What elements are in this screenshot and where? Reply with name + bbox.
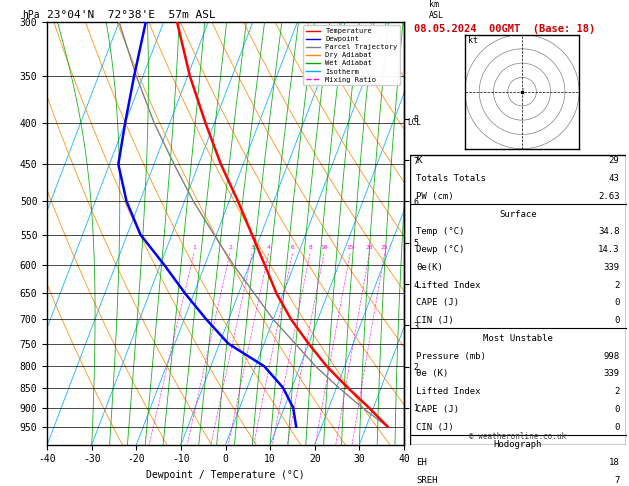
Text: 43: 43 [609,174,620,183]
Text: 998: 998 [603,352,620,361]
Text: Most Unstable: Most Unstable [483,334,553,343]
Text: 0: 0 [614,316,620,325]
X-axis label: Dewpoint / Temperature (°C): Dewpoint / Temperature (°C) [146,470,305,480]
Text: 7: 7 [614,476,620,485]
Text: 339: 339 [603,369,620,379]
Bar [409,155,626,445]
Text: Hodograph: Hodograph [494,440,542,450]
Text: K: K [416,156,421,165]
Text: 6: 6 [291,245,294,250]
Text: 34.8: 34.8 [598,227,620,236]
Text: Mixing Ratio (g/kg): Mixing Ratio (g/kg) [461,186,470,281]
Text: 8: 8 [308,245,312,250]
Text: 18: 18 [609,458,620,467]
Text: 1: 1 [192,245,196,250]
Text: SREH: SREH [416,476,438,485]
Text: CIN (J): CIN (J) [416,316,454,325]
Text: CIN (J): CIN (J) [416,423,454,432]
Text: Dewp (°C): Dewp (°C) [416,245,464,254]
Text: PW (cm): PW (cm) [416,192,454,201]
Text: 25: 25 [381,245,388,250]
Text: Surface: Surface [499,209,537,219]
Text: 20: 20 [365,245,373,250]
Legend: Temperature, Dewpoint, Parcel Trajectory, Dry Adiabat, Wet Adiabat, Isotherm, Mi: Temperature, Dewpoint, Parcel Trajectory… [303,25,401,86]
Text: 08.05.2024  00GMT  (Base: 18): 08.05.2024 00GMT (Base: 18) [414,24,595,34]
Text: 15: 15 [347,245,354,250]
Text: Temp (°C): Temp (°C) [416,227,464,236]
Text: Pressure (mb): Pressure (mb) [416,352,486,361]
Text: CAPE (J): CAPE (J) [416,405,459,414]
Text: 2: 2 [614,387,620,396]
Text: 10: 10 [320,245,328,250]
Text: Lifted Index: Lifted Index [416,280,481,290]
Text: θe (K): θe (K) [416,369,448,379]
Text: 23°04'N  72°38'E  57m ASL: 23°04'N 72°38'E 57m ASL [47,10,216,20]
Text: LCL: LCL [408,119,421,127]
Text: 14.3: 14.3 [598,245,620,254]
Text: 3: 3 [250,245,254,250]
Text: km
ASL: km ASL [429,0,444,20]
Text: 29: 29 [609,156,620,165]
Text: hPa: hPa [22,10,40,20]
Text: 2: 2 [614,280,620,290]
Text: CAPE (J): CAPE (J) [416,298,459,307]
Text: 4: 4 [267,245,270,250]
Text: 2.63: 2.63 [598,192,620,201]
Text: θe(K): θe(K) [416,263,443,272]
Text: 0: 0 [614,423,620,432]
Text: 0: 0 [614,298,620,307]
Text: 0: 0 [614,405,620,414]
Text: © weatheronline.co.uk: © weatheronline.co.uk [469,433,566,441]
Text: EH: EH [416,458,427,467]
Text: Totals Totals: Totals Totals [416,174,486,183]
Text: 2: 2 [228,245,231,250]
Text: 339: 339 [603,263,620,272]
Text: Lifted Index: Lifted Index [416,387,481,396]
